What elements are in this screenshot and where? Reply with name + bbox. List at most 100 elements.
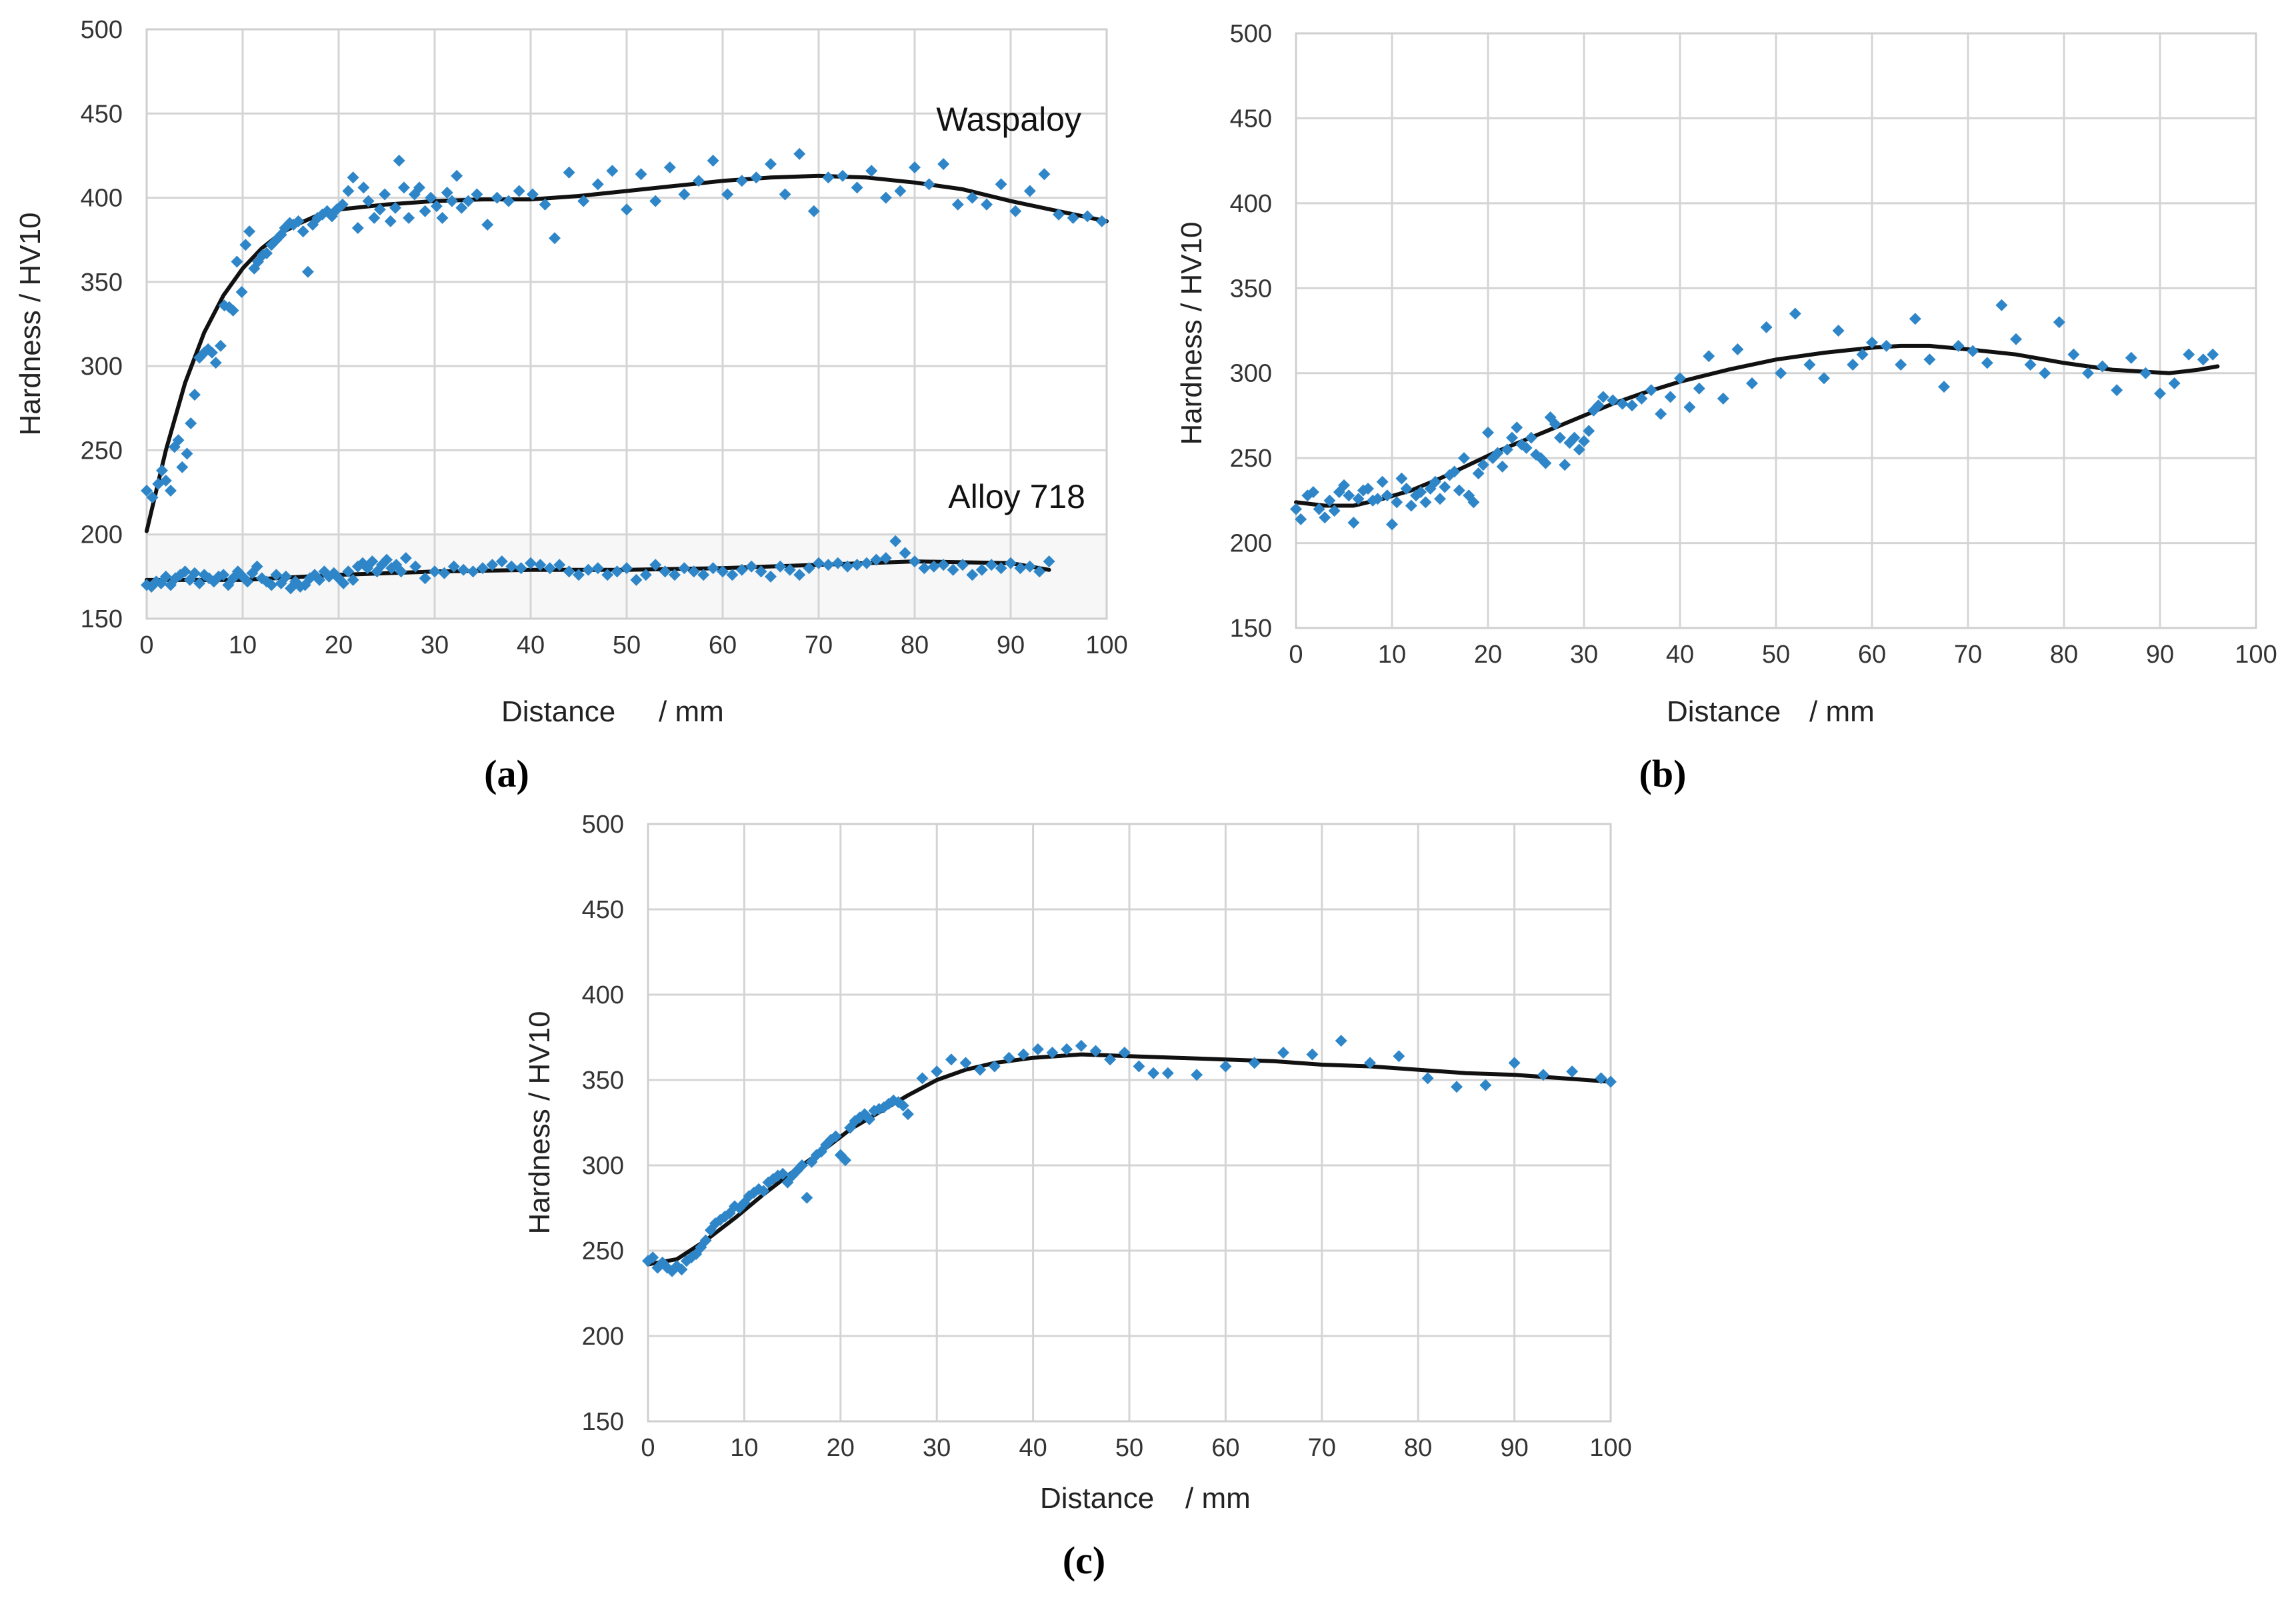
data-point <box>185 417 197 429</box>
data-point <box>235 286 248 298</box>
data-point <box>209 357 222 369</box>
data-point <box>159 570 172 583</box>
data-point <box>515 562 527 575</box>
data-point <box>534 559 547 571</box>
data-point <box>923 178 935 191</box>
data-point <box>362 195 375 207</box>
data-point <box>803 562 815 575</box>
data-point <box>899 547 911 559</box>
data-point <box>1703 350 1715 363</box>
data-point <box>1952 339 1965 352</box>
data-point <box>419 205 431 217</box>
data-point <box>1880 339 1893 352</box>
data-point <box>1995 299 2008 311</box>
data-point <box>1866 336 1878 349</box>
data-point <box>1371 493 1384 505</box>
data-point <box>1746 377 1758 389</box>
data-point <box>947 563 959 576</box>
data-point <box>455 201 468 214</box>
data-point <box>951 198 964 211</box>
data-point <box>757 1185 770 1197</box>
y-tick-labels: 150 200 250 300 350 400 450 500 <box>81 16 123 633</box>
data-point <box>1343 489 1355 502</box>
data-point <box>1818 372 1830 385</box>
data-point <box>429 565 441 578</box>
data-point <box>2168 377 2181 389</box>
data-point <box>937 158 950 171</box>
data-point <box>1347 517 1360 529</box>
x-tick-label: 70 <box>805 631 833 659</box>
data-point <box>342 185 355 197</box>
data-point <box>1909 313 1921 325</box>
data-point <box>502 195 515 207</box>
x-tick-label: 10 <box>229 631 257 659</box>
data-point <box>841 560 854 573</box>
data-point <box>1031 1043 1044 1055</box>
data-point <box>755 565 767 578</box>
data-point <box>543 562 556 575</box>
data-point <box>425 191 437 204</box>
data-point <box>1491 447 1504 459</box>
x-tick-label: 90 <box>1500 1434 1528 1462</box>
data-point <box>239 239 252 251</box>
y-axis-title: Hardness / HV10 <box>14 212 47 435</box>
data-point <box>1607 394 1619 407</box>
data-point <box>1683 401 1696 413</box>
data-point <box>1775 367 1787 379</box>
data-point <box>491 191 503 204</box>
data-point <box>495 555 508 568</box>
x-axis-unit: / mm <box>1809 695 1875 728</box>
data-point <box>1335 1035 1347 1047</box>
data-point <box>384 215 397 227</box>
data-point <box>1381 489 1393 502</box>
x-tick-label: 20 <box>827 1434 855 1462</box>
chart-a: 150 200 250 300 350 400 450 500 0 10 20 30 40 50 60 70… <box>14 16 1128 795</box>
data-point <box>1635 392 1648 405</box>
data-point <box>1664 391 1677 403</box>
data-point <box>745 560 758 573</box>
y-tick-labels: 150 200 250 300 350 400 450 500 <box>582 811 624 1436</box>
data-point <box>937 559 950 571</box>
x-tick-labels: 0 10 20 30 40 50 60 70 80 90 100 <box>1289 641 2277 669</box>
data-point <box>822 559 835 571</box>
plot-frame <box>1295 32 2257 629</box>
x-tick-label: 90 <box>2146 641 2174 669</box>
data-point <box>1400 483 1413 495</box>
x-tick-label: 0 <box>1289 641 1303 669</box>
data-point <box>988 1060 1001 1073</box>
data-point <box>1248 1057 1261 1069</box>
x-tick-label: 50 <box>613 631 641 659</box>
data-point <box>471 188 483 201</box>
x-tick-label: 60 <box>709 631 737 659</box>
x-tick-label: 90 <box>997 631 1025 659</box>
data-point <box>347 171 359 184</box>
data-point <box>2024 359 2037 371</box>
data-point <box>1967 345 1979 357</box>
data-point <box>1014 562 1027 575</box>
data-point <box>279 570 292 583</box>
data-point <box>981 198 993 211</box>
data-point <box>831 557 844 569</box>
data-point <box>822 171 835 184</box>
data-point <box>526 188 539 201</box>
data-point <box>678 188 691 201</box>
data-point <box>436 211 449 224</box>
data-point <box>1981 357 1993 369</box>
y-axis-title: Hardness / HV10 <box>1175 221 1208 445</box>
x-tick-label: 40 <box>1666 641 1694 669</box>
data-point <box>1645 384 1657 397</box>
x-tick-label: 30 <box>1570 641 1598 669</box>
x-tick-label: 80 <box>1404 1434 1432 1462</box>
data-point <box>783 563 796 576</box>
data-point <box>606 165 619 177</box>
x-tick-label: 0 <box>641 1434 655 1462</box>
data-point <box>2053 316 2065 329</box>
data-point <box>1506 431 1518 444</box>
y-tick-label: 150 <box>1230 615 1272 643</box>
data-point <box>1277 1047 1289 1059</box>
panel-label-c: (c) <box>1063 1539 1105 1582</box>
data-point <box>1568 431 1581 444</box>
y-tick-label: 400 <box>1230 190 1272 218</box>
data-point <box>1847 359 1859 371</box>
data-point <box>813 557 825 569</box>
